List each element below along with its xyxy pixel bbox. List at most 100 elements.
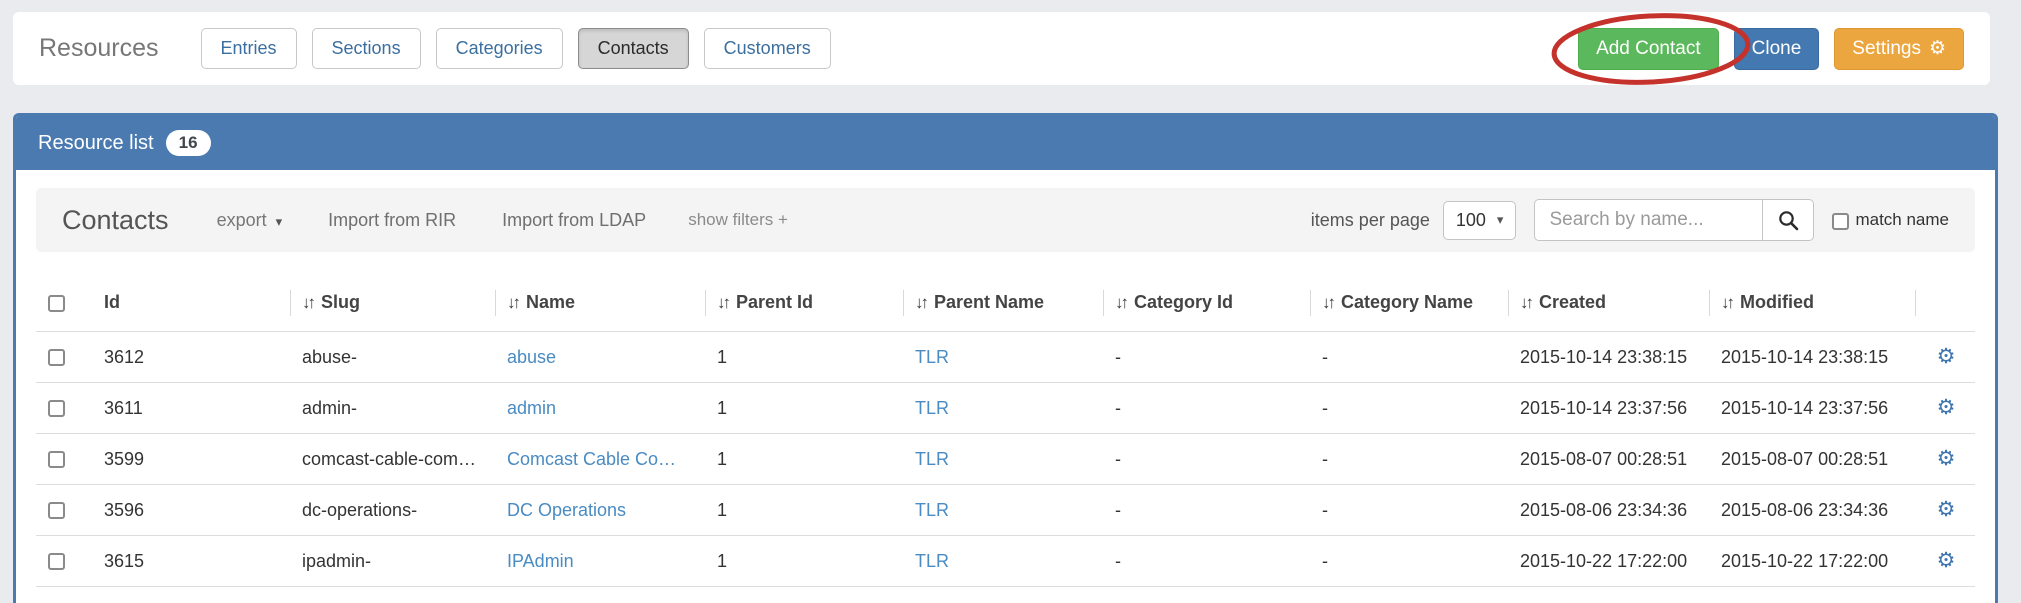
parent-name-link[interactable]: TLR: [915, 346, 950, 367]
cell-created: 2015-10-14 23:37:56: [1520, 397, 1688, 418]
export-dropdown[interactable]: export ▾: [217, 210, 283, 231]
name-link[interactable]: DC Operations: [507, 499, 627, 520]
cell-slug: abuse-: [302, 346, 358, 367]
parent-name-link[interactable]: TLR: [915, 499, 950, 520]
cell-parent-name: TLR: [903, 332, 1103, 383]
cell-id: 3615: [104, 550, 145, 571]
caret-down-icon: ▾: [1496, 212, 1504, 227]
settings-button[interactable]: Settings ⚙: [1834, 27, 1964, 70]
cell-slug: comcast-cable-com…: [302, 448, 477, 469]
settings-button-label: Settings: [1852, 37, 1921, 59]
gear-icon[interactable]: ⚙: [1936, 498, 1956, 521]
contacts-toolbar: Contacts export ▾ Import from RIR Import…: [36, 188, 1975, 252]
row-select-cell: [36, 536, 92, 587]
cell-category-id: -: [1115, 499, 1121, 520]
cell-modified: 2015-10-14 23:38:15: [1721, 346, 1889, 367]
show-filters-link[interactable]: show filters +: [688, 210, 788, 229]
column-header-name[interactable]: ↓↑ Name: [495, 282, 705, 332]
tab-entries[interactable]: Entries: [200, 28, 297, 69]
cell-id: 3612: [104, 346, 145, 367]
caret-down-icon: ▾: [275, 213, 283, 229]
column-header-category-id[interactable]: ↓↑ Category Id: [1103, 282, 1310, 332]
cell-id: 3596: [104, 499, 145, 520]
column-header-slug[interactable]: ↓↑ Slug: [290, 282, 495, 332]
sort-icon: ↓↑: [507, 293, 521, 312]
name-link[interactable]: Comcast Cable Co…: [507, 448, 677, 469]
gear-icon[interactable]: ⚙: [1936, 345, 1956, 368]
row-checkbox[interactable]: [48, 502, 65, 520]
gear-icon[interactable]: ⚙: [1936, 447, 1956, 470]
table-row: 3611 admin-admin 1 TLR - - 2015-10-14 23:37:56…: [36, 382, 1975, 434]
name-link[interactable]: admin: [507, 397, 557, 418]
column-label: Id: [104, 292, 120, 312]
cell-parent-id: 1: [717, 448, 728, 469]
row-checkbox[interactable]: [48, 451, 65, 469]
column-header-created[interactable]: ↓↑ Created: [1508, 282, 1709, 332]
parent-name-link[interactable]: TLR: [915, 448, 950, 469]
cell-parent-name: TLR: [903, 383, 1103, 434]
cell-parent-id: 1: [717, 346, 728, 367]
table-row: 3612 abuse-abuse 1 TLR - - 2015-10-14 23:38:15…: [36, 331, 1975, 383]
column-header-category-name[interactable]: ↓↑ Category Name: [1310, 282, 1508, 332]
toolbar-right: items per page 100 ▾ matc: [1311, 199, 1949, 241]
row-checkbox[interactable]: [48, 400, 65, 418]
row-actions-cell: ⚙: [1915, 332, 1975, 383]
tab-sections[interactable]: Sections: [311, 28, 421, 69]
column-header-parent-name[interactable]: ↓↑ Parent Name: [903, 282, 1103, 332]
export-label: export: [216, 209, 267, 230]
import-from-ldap-link[interactable]: Import from LDAP: [502, 209, 647, 230]
parent-name-link[interactable]: TLR: [915, 397, 950, 418]
match-name-checkbox[interactable]: [1832, 213, 1850, 230]
cell-category-name: -: [1322, 346, 1328, 367]
add-contact-wrap: Add Contact: [1551, 12, 1751, 85]
cell-name: DC Operations: [495, 485, 705, 536]
cell-parent-name: TLR: [903, 536, 1103, 587]
clone-button[interactable]: Clone: [1733, 27, 1820, 70]
match-name-label: match name: [1855, 210, 1949, 229]
row-select-cell: [36, 485, 92, 536]
column-label: Name: [526, 292, 576, 312]
resource-list-panel: Resource list 16 Contacts export ▾ Impor…: [13, 113, 1998, 603]
name-link[interactable]: abuse: [507, 346, 557, 367]
column-label: Created: [1539, 292, 1607, 312]
add-contact-button[interactable]: Add Contact: [1578, 27, 1719, 70]
match-name-wrap: match name: [1832, 210, 1949, 230]
row-select-cell: [36, 332, 92, 383]
items-per-page-select[interactable]: 100 ▾: [1442, 200, 1517, 240]
column-label: Modified: [1740, 292, 1814, 312]
cell-category-name: -: [1322, 448, 1328, 469]
sort-icon: ↓↑: [302, 293, 316, 312]
cell-name: Comcast Cable Co…: [495, 434, 705, 485]
column-label: Category Id: [1134, 292, 1234, 312]
column-header-parent-id[interactable]: ↓↑ Parent Id: [705, 282, 903, 332]
cell-parent-id: 1: [717, 397, 728, 418]
name-link[interactable]: IPAdmin: [507, 550, 574, 571]
cell-category-id: -: [1115, 448, 1121, 469]
cell-parent-name: TLR: [903, 485, 1103, 536]
row-checkbox[interactable]: [48, 553, 65, 571]
parent-name-link[interactable]: TLR: [915, 550, 950, 571]
resource-tabs: Entries Sections Categories Contacts Cus…: [200, 28, 831, 69]
select-all-checkbox[interactable]: [48, 294, 65, 312]
cell-id: 3599: [104, 448, 145, 469]
cell-parent-id: 1: [717, 550, 728, 571]
tab-contacts[interactable]: Contacts: [577, 28, 689, 69]
tab-categories[interactable]: Categories: [435, 28, 563, 69]
cell-category-name: -: [1322, 499, 1328, 520]
column-header-id[interactable]: Id: [92, 282, 290, 332]
import-from-rir-link[interactable]: Import from RIR: [328, 209, 457, 230]
gear-icon[interactable]: ⚙: [1936, 396, 1956, 419]
gear-icon[interactable]: ⚙: [1936, 549, 1956, 572]
search-button[interactable]: [1762, 199, 1815, 241]
row-actions-cell: ⚙: [1915, 485, 1975, 536]
column-header-actions: [1915, 282, 1975, 332]
tab-customers[interactable]: Customers: [703, 28, 831, 69]
search-input[interactable]: [1534, 199, 1763, 241]
row-checkbox[interactable]: [48, 349, 65, 367]
row-actions-cell: ⚙: [1915, 536, 1975, 587]
column-header-modified[interactable]: ↓↑ Modified: [1709, 282, 1915, 332]
sort-icon: ↓↑: [1520, 293, 1534, 312]
table-row: 3596 dc-operations- DC Operations 1 TLR - - 201…: [36, 484, 1975, 536]
toolbar-title: Contacts: [62, 204, 169, 235]
